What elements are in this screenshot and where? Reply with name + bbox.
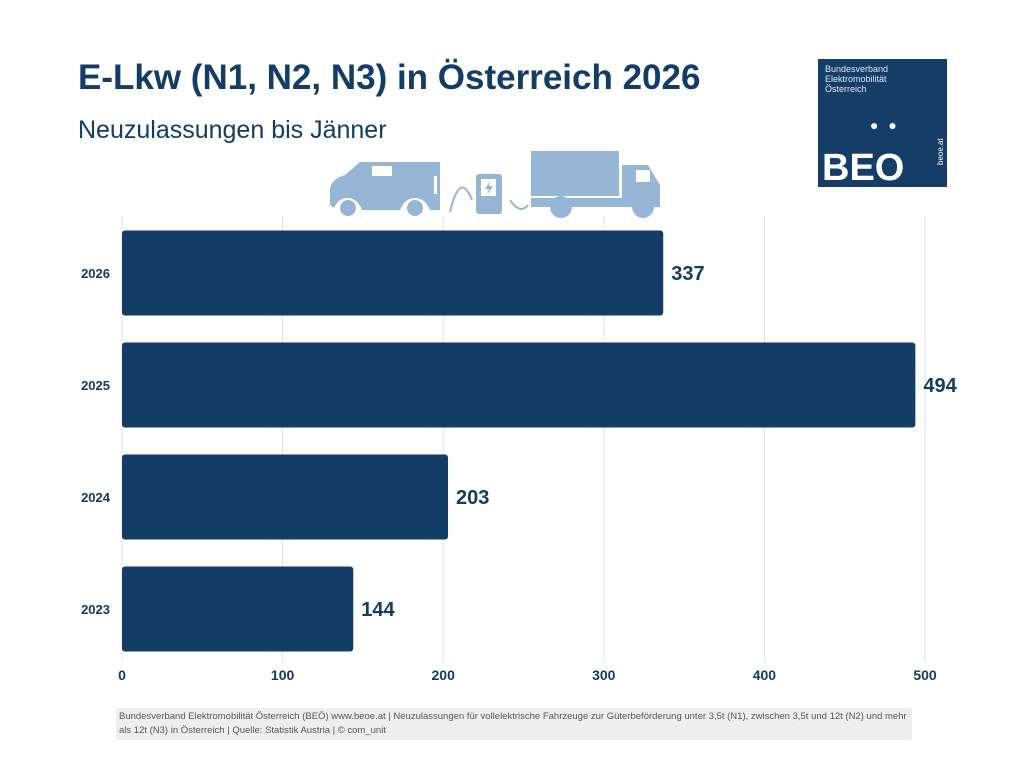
data-label: 203 (456, 487, 489, 509)
bars: 2026 337 2025 494 2024 203 2023 144 (81, 230, 958, 652)
y-tick-label: 2024 (81, 490, 111, 505)
bar-chart: 2026 337 2025 494 2024 203 2023 144 0 100 200 300 4… (81, 151, 958, 683)
footer-source-note: Bundesverband Elektromobilität Österreic… (116, 708, 912, 740)
x-axis: 0 100 200 300 400 500 (118, 667, 937, 683)
logo-line: Österreich (825, 84, 867, 94)
x-tick-label: 0 (118, 667, 126, 683)
x-tick-label: 400 (753, 667, 777, 683)
logo-org-name: Bundesverband Elektromobilität Österreic… (825, 64, 888, 94)
data-label: 144 (361, 599, 395, 621)
logo-dots-icon: ● ● (870, 117, 900, 133)
logo-wordmark: BEO (822, 147, 905, 189)
truck-icon (531, 151, 660, 218)
x-tick-label: 500 (913, 667, 937, 683)
x-tick-label: 100 (271, 667, 295, 683)
chart-subtitle: Neuzulassungen bis Jänner (78, 116, 387, 144)
data-label: 337 (671, 263, 704, 285)
chart-title: E-Lkw (N1, N2, N3) in Österreich 2026 (78, 58, 701, 97)
bar (122, 230, 664, 316)
logo-line: Elektromobilität (825, 74, 887, 84)
bar (122, 454, 449, 540)
y-tick-label: 2026 (81, 266, 110, 281)
illustration (330, 151, 660, 218)
bar (122, 342, 916, 428)
logo-line: Bundesverband (825, 64, 889, 74)
bar (122, 566, 354, 652)
y-tick-label: 2023 (81, 602, 110, 617)
van-icon (330, 162, 440, 216)
x-tick-label: 200 (432, 667, 456, 683)
data-label: 494 (923, 375, 957, 397)
charging-station-icon (449, 174, 529, 214)
x-tick-label: 300 (592, 667, 616, 683)
beo-logo: Bundesverband Elektromobilität Österreic… (818, 59, 947, 189)
y-tick-label: 2025 (81, 378, 110, 393)
